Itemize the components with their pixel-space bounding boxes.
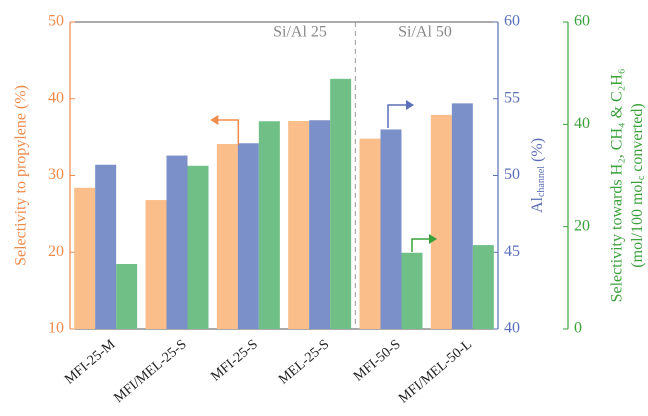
bar xyxy=(116,264,138,329)
bar xyxy=(95,164,117,329)
bar xyxy=(187,165,209,329)
y3-axis-title: Selectivity towards H₂, CH₄ & C₂H₆ xyxy=(609,69,626,303)
bar xyxy=(451,103,473,329)
bar xyxy=(330,78,352,329)
y-tick-label: 40 xyxy=(48,89,64,106)
x-tick-label: MEL-25-S xyxy=(276,337,332,387)
y3-axis-title-part: converted) xyxy=(629,103,646,175)
arrow-head xyxy=(406,100,414,110)
y-tick-label: 20 xyxy=(48,243,64,260)
x-tick-label: MFI-25-M xyxy=(62,337,119,388)
arrow xyxy=(387,104,406,128)
arrow xyxy=(411,238,429,252)
y-tick-label: 10 xyxy=(48,320,64,337)
bar xyxy=(401,252,423,329)
y2-tick-label: 40 xyxy=(504,320,520,337)
y-axis-title: Selectivity to propylene (%) xyxy=(13,85,30,266)
bar xyxy=(74,187,96,329)
bar xyxy=(288,121,310,329)
x-tick-label: MFI-50-S xyxy=(351,337,404,384)
bar xyxy=(166,155,188,329)
y2-tick-label: 45 xyxy=(504,243,520,260)
bar xyxy=(145,200,167,329)
y2-tick-label: 60 xyxy=(504,13,520,30)
y2-axis-title-part: Al xyxy=(529,196,546,213)
bar xyxy=(258,121,280,329)
x-tick-label: MFI/MEL-50-L xyxy=(396,337,475,406)
y2-tick-label: 55 xyxy=(504,89,520,106)
y2-axis-title: Alchannel (%) xyxy=(529,138,548,213)
bar xyxy=(472,245,494,329)
y-tick-label: 50 xyxy=(48,13,64,30)
arrow xyxy=(218,119,240,145)
y3-axis-title: (mol/100 molc converted) xyxy=(629,103,648,267)
annotation: Si/Al 50 xyxy=(398,24,452,41)
y3-tick-label: 20 xyxy=(574,217,590,234)
annotation: Si/Al 25 xyxy=(273,24,327,41)
y2-tick-label: 50 xyxy=(504,166,520,183)
y3-tick-label: 60 xyxy=(574,13,590,30)
bar xyxy=(359,138,381,329)
y2-axis-title-sub: channel xyxy=(536,166,547,197)
y3-axis-title-part: (mol/100 mol xyxy=(629,180,646,268)
y3-axis-title-sub: c xyxy=(636,175,647,180)
y3-tick-label: 0 xyxy=(574,320,582,337)
arrow-head xyxy=(429,234,437,244)
arrow-head xyxy=(210,115,219,125)
bar xyxy=(430,114,452,330)
bar xyxy=(380,129,402,329)
bar xyxy=(237,143,259,329)
bar xyxy=(309,120,331,330)
x-tick-label: MFI-25-S xyxy=(208,337,261,384)
bar xyxy=(216,144,238,329)
y3-tick-label: 40 xyxy=(574,115,590,132)
x-tick-label: MFI/MEL-25-S xyxy=(111,337,189,406)
y-tick-label: 30 xyxy=(48,166,64,183)
y2-axis-title-part: (%) xyxy=(529,138,546,162)
